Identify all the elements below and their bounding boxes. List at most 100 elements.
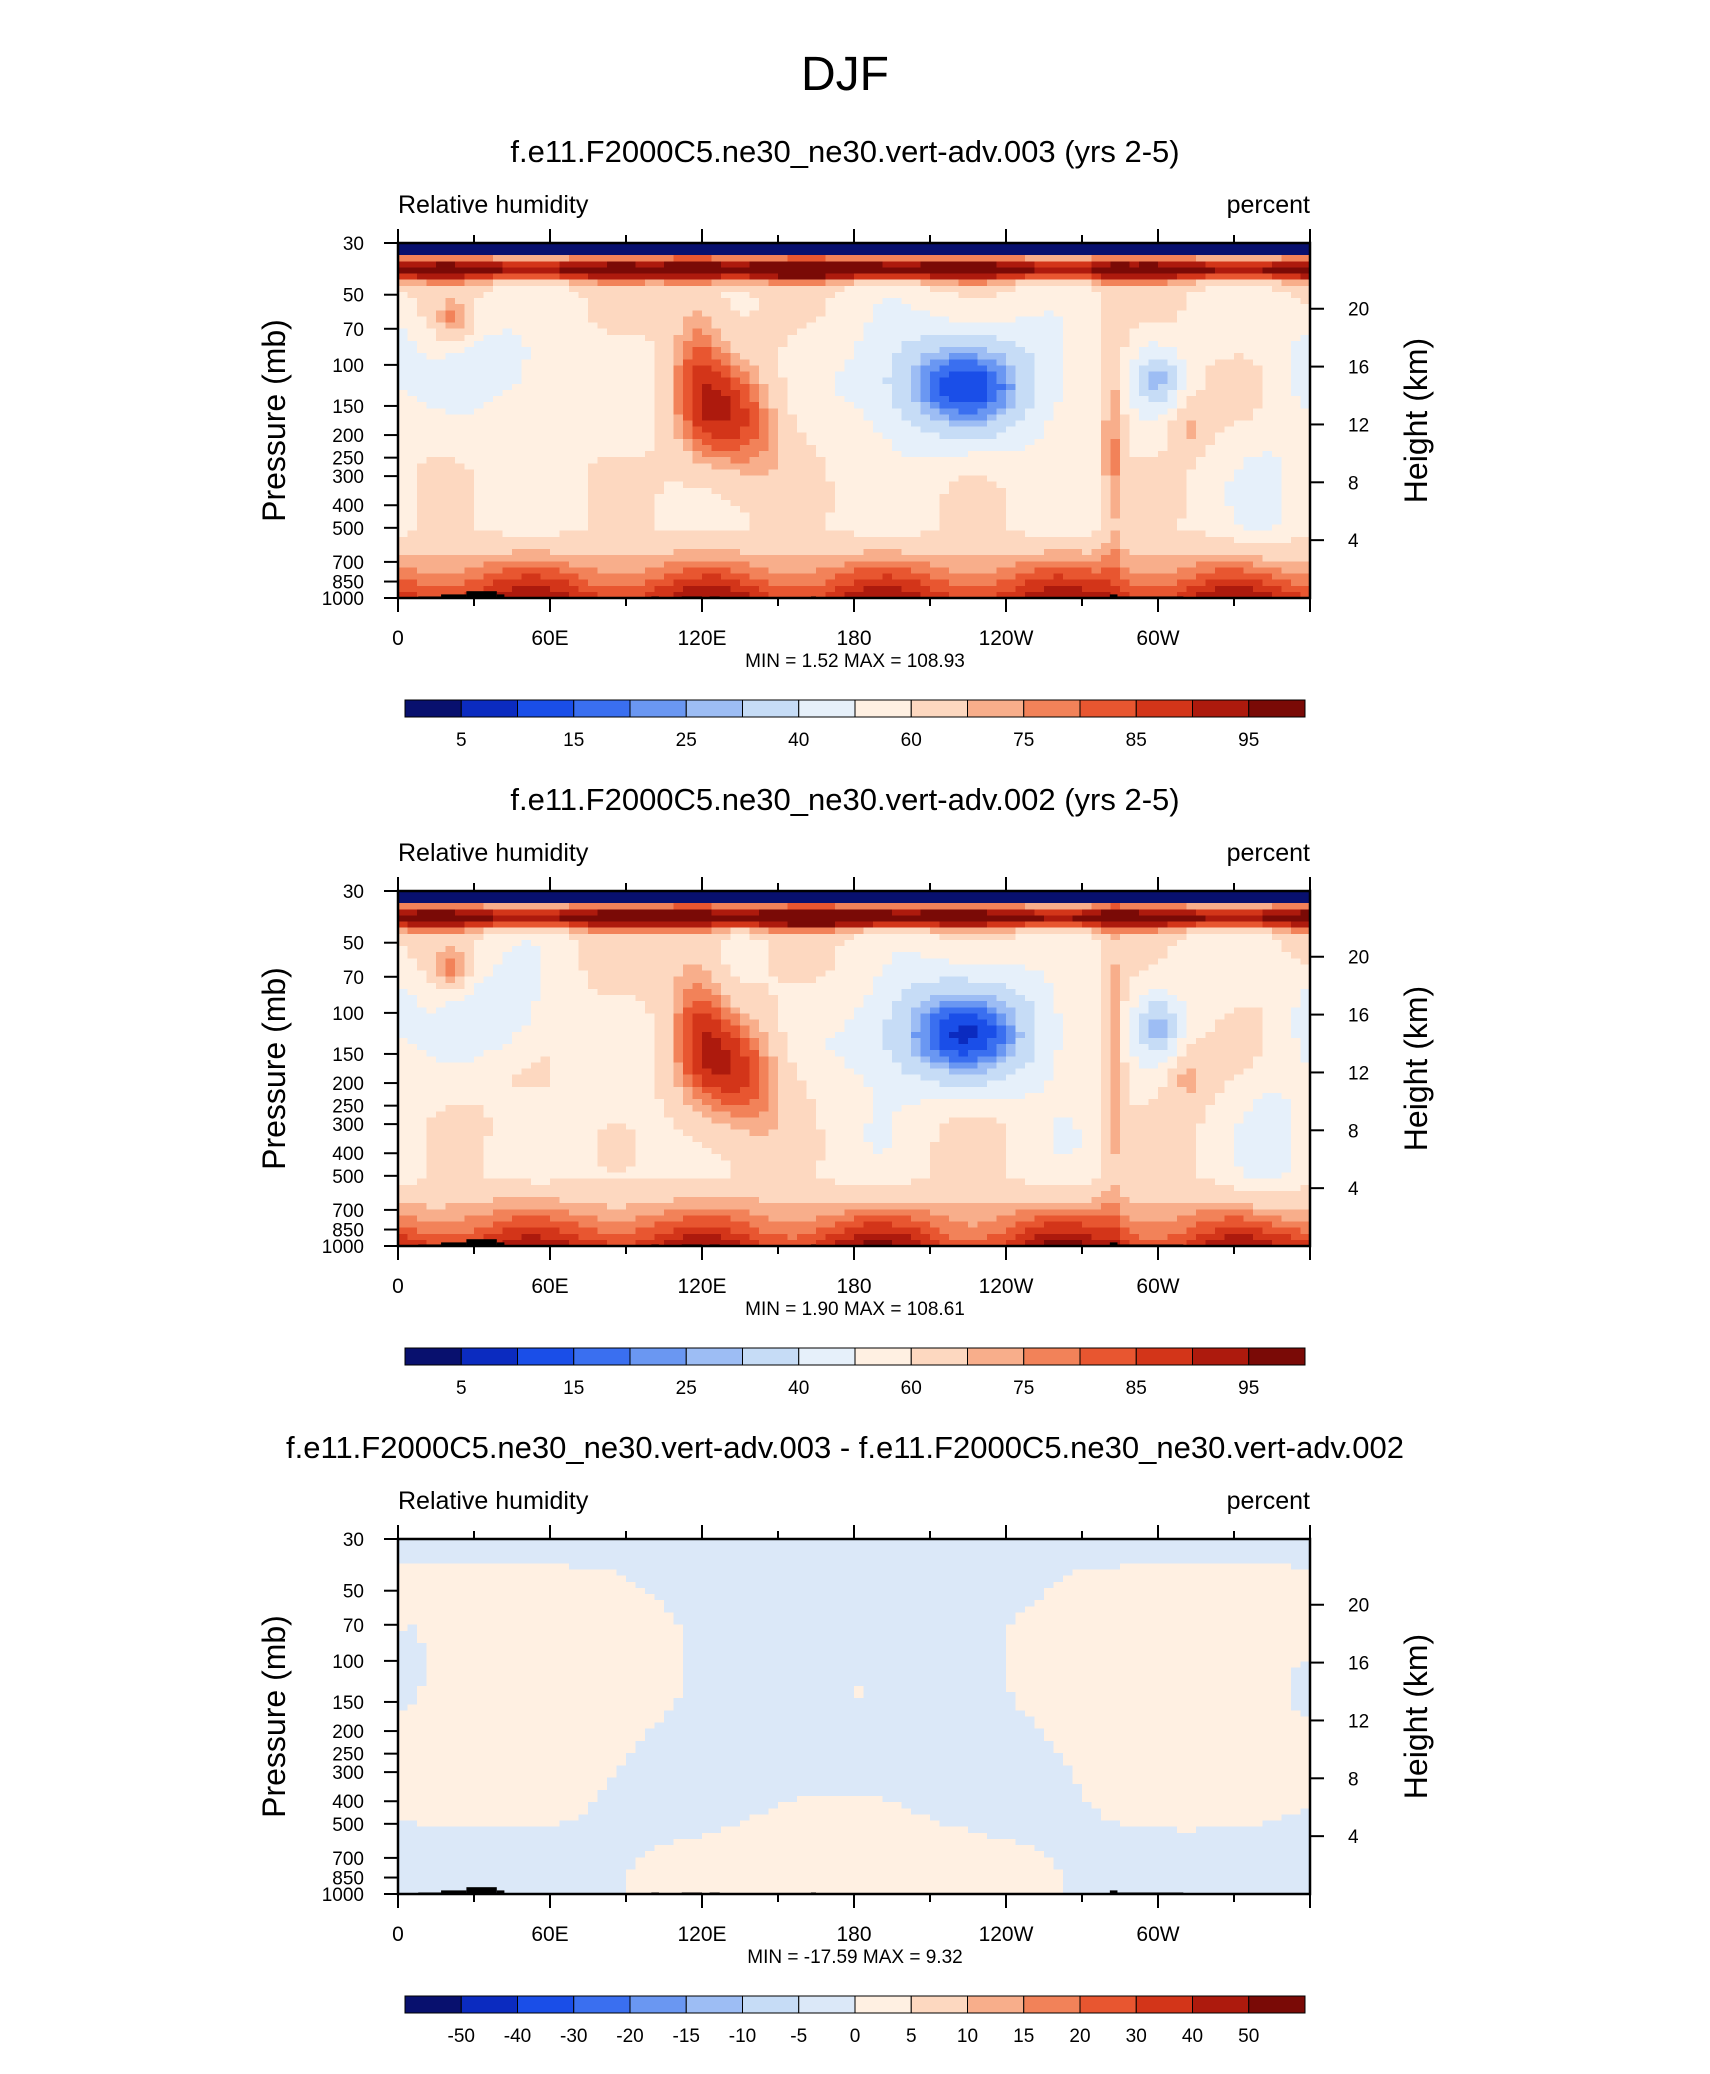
field-cell: [702, 421, 712, 428]
field-cell: [702, 347, 712, 354]
field-cell: [503, 353, 513, 360]
field-cell: [816, 365, 826, 372]
field-cell: [446, 304, 456, 311]
field-cell: [1035, 310, 1045, 317]
field-cell: [569, 310, 579, 317]
field-cell: [1187, 292, 1197, 299]
field-cell: [493, 365, 503, 372]
field-cell: [693, 372, 703, 379]
field-cell: [902, 378, 912, 385]
field-cell: [474, 298, 484, 305]
field-cell: [1092, 249, 1102, 256]
field-cell: [731, 353, 741, 360]
field-cell: [693, 267, 703, 274]
field-cell: [873, 292, 883, 299]
field-cell: [541, 286, 551, 293]
field-cell: [484, 402, 494, 409]
field-cell: [1282, 347, 1292, 354]
field-cell: [484, 261, 494, 268]
field-cell: [911, 359, 921, 366]
field-cell: [712, 335, 722, 342]
field-cell: [560, 390, 570, 397]
field-cell: [579, 304, 589, 311]
field-cell: [588, 280, 598, 287]
field-cell: [1168, 384, 1178, 391]
field-cell: [512, 396, 522, 403]
field-cell: [873, 384, 883, 391]
field-cell: [826, 372, 836, 379]
field-cell: [1177, 396, 1187, 403]
field-cell: [645, 390, 655, 397]
field-cell: [769, 372, 779, 379]
field-cell: [512, 280, 522, 287]
field-cell: [740, 310, 750, 317]
field-cell: [1253, 310, 1263, 317]
field-cell: [417, 372, 427, 379]
field-cell: [1244, 323, 1254, 330]
field-cell: [873, 316, 883, 323]
field-cell: [1234, 329, 1244, 336]
field-cell: [854, 384, 864, 391]
field-cell: [902, 329, 912, 336]
field-cell: [797, 316, 807, 323]
field-cell: [1082, 390, 1092, 397]
field-cell: [1016, 255, 1026, 262]
field-cell: [417, 408, 427, 415]
field-cell: [674, 384, 684, 391]
field-cell: [1092, 341, 1102, 348]
field-cell: [1244, 396, 1254, 403]
field-cell: [417, 286, 427, 293]
field-cell: [1244, 402, 1254, 409]
field-cell: [1092, 402, 1102, 409]
field-cell: [560, 341, 570, 348]
field-cell: [560, 280, 570, 287]
field-cell: [1130, 353, 1140, 360]
field-cell: [1130, 341, 1140, 348]
field-cell: [873, 286, 883, 293]
field-cell: [550, 323, 560, 330]
field-cell: [750, 402, 760, 409]
field-cell: [1282, 335, 1292, 342]
field-cell: [1130, 378, 1140, 385]
field-cell: [674, 292, 684, 299]
field-cell: [607, 341, 617, 348]
field-cell: [997, 347, 1007, 354]
field-cell: [465, 390, 475, 397]
field-cell: [750, 421, 760, 428]
field-cell: [769, 329, 779, 336]
field-cell: [759, 390, 769, 397]
field-cell: [978, 384, 988, 391]
field-cell: [864, 390, 874, 397]
field-cell: [940, 304, 950, 311]
field-cell: [769, 255, 779, 262]
field-cell: [455, 267, 465, 274]
field-cell: [978, 292, 988, 299]
field-cell: [1177, 378, 1187, 385]
field-cell: [892, 249, 902, 256]
field-cell: [465, 298, 475, 305]
field-cell: [455, 414, 465, 421]
field-cell: [427, 347, 437, 354]
field-cell: [598, 280, 608, 287]
field-cell: [617, 329, 627, 336]
field-cell: [655, 359, 665, 366]
field-cell: [1054, 267, 1064, 274]
field-cell: [997, 316, 1007, 323]
field-cell: [693, 298, 703, 305]
field-cell: [1215, 408, 1225, 415]
field-cell: [417, 292, 427, 299]
field-cell: [1282, 396, 1292, 403]
field-cell: [484, 298, 494, 305]
field-cell: [854, 353, 864, 360]
field-cell: [721, 372, 731, 379]
field-cell: [626, 414, 636, 421]
field-cell: [1149, 286, 1159, 293]
field-cell: [465, 384, 475, 391]
field-cell: [949, 249, 959, 256]
field-cell: [436, 365, 446, 372]
field-cell: [1035, 286, 1045, 293]
field-cell: [1206, 261, 1216, 268]
field-cell: [1168, 329, 1178, 336]
field-cell: [826, 298, 836, 305]
field-cell: [1149, 329, 1159, 336]
